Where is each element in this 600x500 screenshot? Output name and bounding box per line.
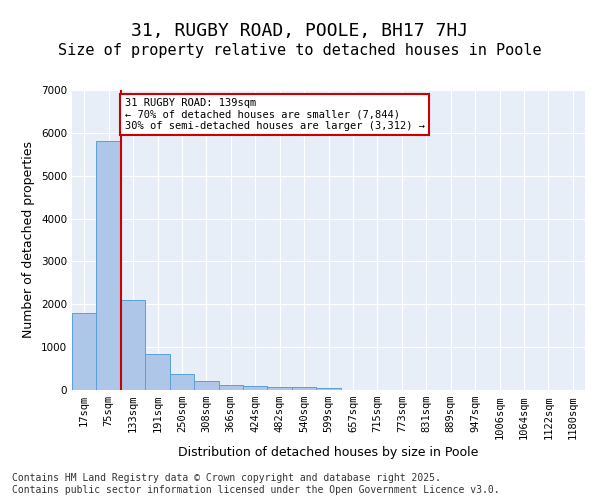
Text: 31 RUGBY ROAD: 139sqm
← 70% of detached houses are smaller (7,844)
30% of semi-d: 31 RUGBY ROAD: 139sqm ← 70% of detached … [125, 98, 425, 131]
Bar [268, 386, 292, 390]
Bar [72, 313, 97, 390]
Text: Contains HM Land Registry data © Crown copyright and database right 2025.
Contai: Contains HM Land Registry data © Crown c… [12, 474, 500, 495]
Y-axis label: Number of detached properties: Number of detached properties [22, 142, 35, 338]
Bar [316, 388, 341, 390]
Bar [292, 388, 316, 390]
Bar [194, 380, 218, 390]
Text: Size of property relative to detached houses in Poole: Size of property relative to detached ho… [58, 42, 542, 58]
Bar [243, 386, 268, 390]
X-axis label: Distribution of detached houses by size in Poole: Distribution of detached houses by size … [178, 446, 479, 458]
Bar [145, 354, 170, 390]
Bar [97, 140, 121, 390]
Bar [170, 374, 194, 390]
Bar [121, 300, 145, 390]
Text: 31, RUGBY ROAD, POOLE, BH17 7HJ: 31, RUGBY ROAD, POOLE, BH17 7HJ [131, 22, 469, 40]
Bar [218, 385, 243, 390]
